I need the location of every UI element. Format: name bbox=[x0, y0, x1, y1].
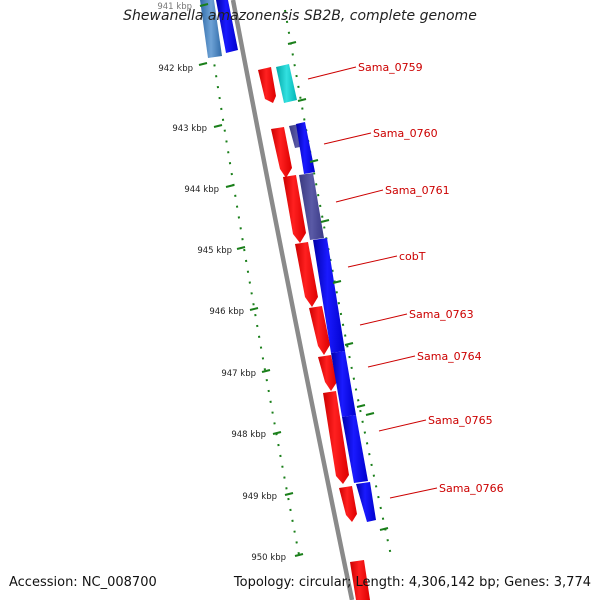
ruler-tick bbox=[225, 184, 235, 188]
ruler-tick bbox=[213, 124, 223, 128]
gene-sama-0761 bbox=[283, 175, 306, 243]
gene-features bbox=[200, 0, 376, 600]
ruler-tick bbox=[249, 307, 259, 311]
gene-sama-0764 bbox=[318, 355, 337, 391]
leader-sama-0766 bbox=[389, 487, 438, 499]
ruler-label: 943 kbp bbox=[172, 124, 207, 134]
ruler-tick bbox=[199, 3, 209, 7]
gene-blue-0760 bbox=[296, 122, 315, 174]
ruler-label: 945 kbp bbox=[197, 246, 232, 256]
gene-blue-0764 bbox=[331, 351, 356, 417]
ruler-tick-inner bbox=[344, 342, 354, 346]
ruler-label: 949 kbp bbox=[242, 492, 277, 502]
ruler-tick-inner bbox=[320, 219, 330, 223]
outer-ruler-line bbox=[205, 9, 301, 561]
gene-navy-0761 bbox=[299, 173, 324, 240]
gene-label[interactable]: Sama_0766 bbox=[439, 482, 504, 495]
gene-sama-0766 bbox=[339, 486, 357, 522]
ruler-tick-inner bbox=[379, 527, 389, 531]
gene-cobT bbox=[313, 238, 345, 353]
map-title: Shewanella amazonensis SB2B, complete ge… bbox=[123, 8, 477, 24]
gene-labels: Sama_0759 Sama_0760 Sama_0761 cobT Sama_… bbox=[358, 61, 504, 495]
gene-steelblue-partial bbox=[200, 0, 222, 58]
ruler-tick-inner bbox=[356, 404, 366, 408]
gene-red-partial bbox=[350, 560, 370, 600]
ruler-label: 944 kbp bbox=[184, 185, 219, 195]
ruler-guides bbox=[205, 9, 393, 561]
gene-blue-0765 bbox=[342, 415, 368, 483]
gene-sama-0760 bbox=[271, 127, 292, 178]
ruler-label: 946 kbp bbox=[209, 307, 244, 317]
ruler-label: 942 kbp bbox=[158, 64, 193, 74]
ruler-labels: 941 kbp 942 kbp 943 kbp 944 kbp 945 kbp … bbox=[157, 2, 286, 563]
ruler-tick-inner bbox=[332, 280, 342, 284]
ruler-tick bbox=[272, 431, 282, 435]
genome-backbone bbox=[230, 0, 355, 600]
leader-sama-0759 bbox=[307, 66, 357, 80]
gene-label[interactable]: Sama_0759 bbox=[358, 61, 423, 74]
ruler-label: 948 kbp bbox=[231, 430, 266, 440]
gene-label[interactable]: Sama_0764 bbox=[417, 350, 482, 363]
gene-cyan bbox=[276, 64, 297, 103]
ruler-tick bbox=[198, 62, 208, 66]
leader-sama-0764 bbox=[367, 355, 416, 368]
inner-ruler-line bbox=[284, 9, 393, 561]
label-leaders bbox=[307, 66, 438, 499]
accession-text: Accession: NC_008700 bbox=[9, 575, 157, 590]
ruler-tick-inner bbox=[287, 41, 297, 45]
gene-blue-0766 bbox=[356, 482, 376, 522]
gene-sama-0762 bbox=[295, 242, 318, 307]
ruler-tick-inner bbox=[297, 98, 307, 102]
gene-sama-0759 bbox=[258, 67, 276, 103]
ruler-tick-inner bbox=[365, 412, 375, 416]
leader-sama-0765 bbox=[378, 419, 427, 432]
gene-label[interactable]: Sama_0763 bbox=[409, 308, 474, 321]
leader-cobT bbox=[347, 255, 398, 268]
gene-label[interactable]: cobT bbox=[399, 250, 426, 263]
gene-label[interactable]: Sama_0765 bbox=[428, 414, 493, 427]
ruler-label: 941 kbp bbox=[157, 2, 192, 12]
gene-label[interactable]: Sama_0761 bbox=[385, 184, 450, 197]
gene-label[interactable]: Sama_0760 bbox=[373, 127, 438, 140]
genome-stats-text: Topology: circular; Length: 4,306,142 bp… bbox=[233, 575, 591, 590]
leader-sama-0760 bbox=[323, 132, 372, 145]
ruler-label: 947 kbp bbox=[221, 369, 256, 379]
ruler-ticks bbox=[198, 3, 389, 557]
gene-blue-partial bbox=[216, 0, 238, 53]
ruler-tick-inner bbox=[309, 159, 319, 163]
gene-sama-0765 bbox=[323, 391, 349, 484]
gene-sama-0763 bbox=[309, 306, 330, 355]
ruler-tick bbox=[236, 246, 246, 250]
ruler-tick bbox=[284, 492, 294, 496]
ruler-label: 950 kbp bbox=[251, 553, 286, 563]
leader-sama-0761 bbox=[335, 189, 384, 203]
ruler-tick bbox=[261, 369, 271, 373]
leader-sama-0763 bbox=[359, 313, 408, 326]
ruler-tick bbox=[294, 553, 304, 557]
